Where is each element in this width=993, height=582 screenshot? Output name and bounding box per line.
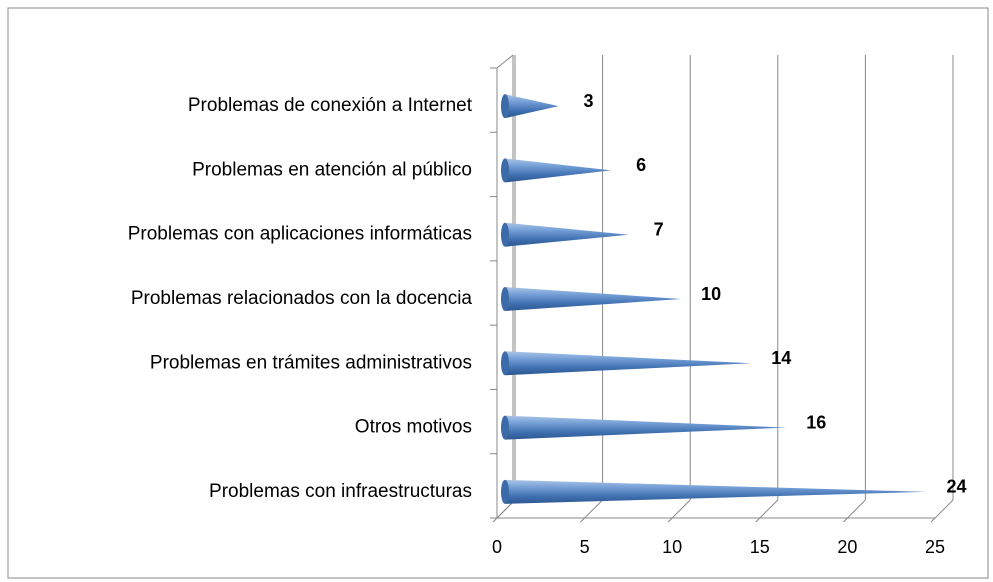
x-tick-mark — [930, 517, 936, 523]
chart-frame — [7, 7, 989, 579]
cone-body — [505, 222, 629, 247]
x-tick-mark — [580, 517, 585, 523]
x-tick-label: 5 — [580, 537, 590, 557]
bar — [501, 222, 629, 247]
y-tick-label: Problemas de conexión a Internet — [188, 95, 473, 116]
x-tick-label: 20 — [837, 537, 857, 557]
left-wall-top — [496, 54, 514, 69]
cone-base — [501, 351, 509, 376]
bar — [501, 479, 927, 504]
bar — [501, 94, 559, 119]
cone-base — [501, 222, 509, 247]
value-label: 16 — [806, 412, 826, 432]
cone-base — [501, 94, 509, 119]
x-tick-label: 25 — [925, 537, 945, 557]
x-tick-label: 0 — [492, 537, 502, 557]
cone-base — [501, 158, 509, 183]
cone-body — [505, 287, 682, 311]
bar — [501, 158, 612, 183]
x-tick-mark — [667, 517, 673, 523]
y-tick-label: Otros motivos — [355, 417, 472, 438]
x-tick-mark — [843, 517, 848, 523]
value-label: 6 — [636, 155, 646, 175]
floor-grid — [934, 499, 954, 519]
bar — [501, 415, 787, 440]
y-tick-label: Problemas relacionados con la docencia — [131, 288, 473, 309]
cone-body — [505, 351, 752, 376]
value-label: 14 — [771, 348, 791, 368]
value-label: 3 — [584, 91, 594, 111]
y-tick-label: Problemas en trámites administrativos — [150, 352, 472, 373]
cone-base — [501, 415, 509, 440]
floor-grid — [759, 499, 779, 519]
value-label: 7 — [654, 219, 664, 239]
cone-body — [505, 158, 612, 183]
floor-grid — [584, 499, 603, 519]
x-tick-mark — [755, 517, 761, 523]
x-tick-label: 15 — [750, 537, 770, 557]
bar — [501, 287, 682, 311]
cone-body — [505, 479, 927, 504]
cone-base — [501, 287, 509, 311]
bar — [501, 351, 752, 376]
y-tick-label: Problemas con infraestructuras — [209, 481, 472, 502]
floor-grid — [671, 499, 691, 519]
value-label: 24 — [946, 477, 966, 497]
y-tick-label: Problemas con aplicaciones informáticas — [128, 224, 472, 245]
cone-base — [501, 479, 509, 504]
y-tick-label: Problemas en atención al público — [192, 159, 472, 180]
value-label: 10 — [701, 284, 721, 304]
x-tick-label: 10 — [662, 537, 682, 557]
floor-grid — [847, 499, 866, 519]
cone-body — [505, 94, 559, 119]
cone-body — [505, 415, 787, 440]
x-tick-mark — [492, 517, 498, 523]
